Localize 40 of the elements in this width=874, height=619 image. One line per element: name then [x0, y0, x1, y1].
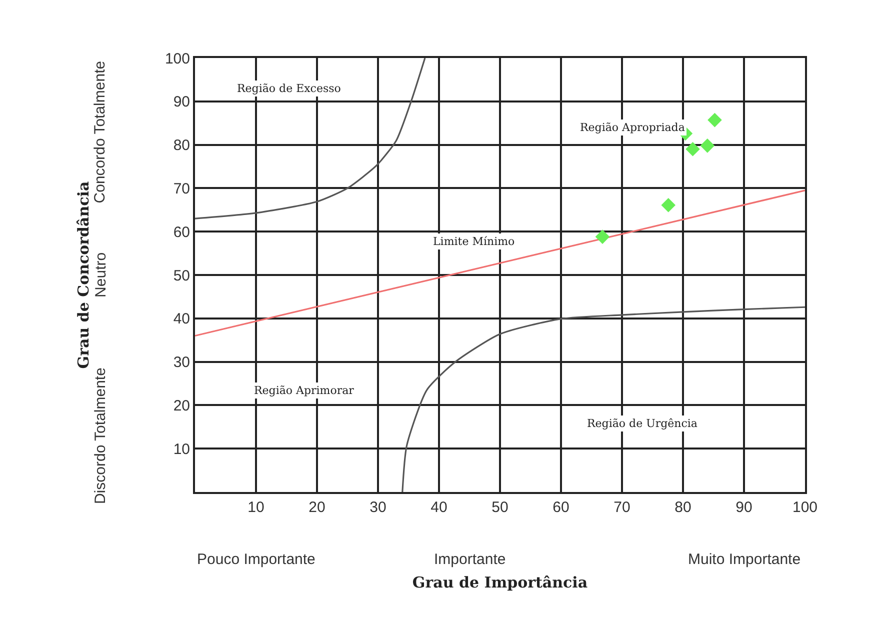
y-tick-label: 30 — [173, 354, 190, 372]
x-tick-label: 20 — [308, 499, 326, 516]
annotation: Região de Urgência — [587, 417, 698, 430]
x-tick-label: 80 — [674, 499, 692, 516]
x-tick-label: 40 — [430, 499, 448, 516]
y-axis-title: Grau de Concordância — [74, 181, 93, 369]
y-tick-label: 70 — [173, 180, 190, 198]
annotation: Região Aprimorar — [254, 384, 355, 397]
point — [700, 138, 715, 153]
text: Pouco Importante — [197, 551, 316, 568]
x-tick-label: 70 — [614, 499, 630, 516]
x-tick-label: 100 — [792, 499, 818, 516]
x-tick-label: 50 — [492, 499, 508, 516]
y-tick-label: 90 — [173, 94, 190, 111]
text: Neutro — [92, 252, 110, 298]
y-tick-label: 100 — [164, 50, 190, 68]
y-tick-label: 10 — [173, 440, 190, 458]
x-axis-title: Grau de Importância — [412, 574, 588, 592]
point — [686, 142, 700, 156]
text: Concordo Totalmente — [92, 60, 109, 204]
annotation: Limite Mínimo — [433, 235, 516, 248]
annotation: Região Apropriada — [580, 121, 686, 134]
point — [708, 112, 722, 128]
x-tick-label: 60 — [552, 499, 570, 516]
text: Discordo Totalmente — [92, 368, 109, 504]
x-tick-label: 90 — [736, 499, 752, 516]
y-tick-label: 40 — [173, 310, 190, 328]
text: Muito Importante — [688, 551, 801, 568]
y-tick-label: 60 — [173, 224, 190, 241]
line-series — [195, 58, 426, 220]
line-series — [402, 306, 805, 492]
y-tick-label: 50 — [173, 267, 190, 284]
annotation: Região de Excesso — [237, 82, 342, 95]
x-tick-label: 30 — [370, 499, 386, 516]
point — [661, 198, 676, 212]
point — [595, 230, 610, 244]
y-tick-label: 20 — [173, 397, 190, 414]
y-tick-label: 80 — [173, 137, 190, 154]
x-tick-label: 10 — [248, 499, 264, 516]
text: Importante — [434, 551, 506, 568]
